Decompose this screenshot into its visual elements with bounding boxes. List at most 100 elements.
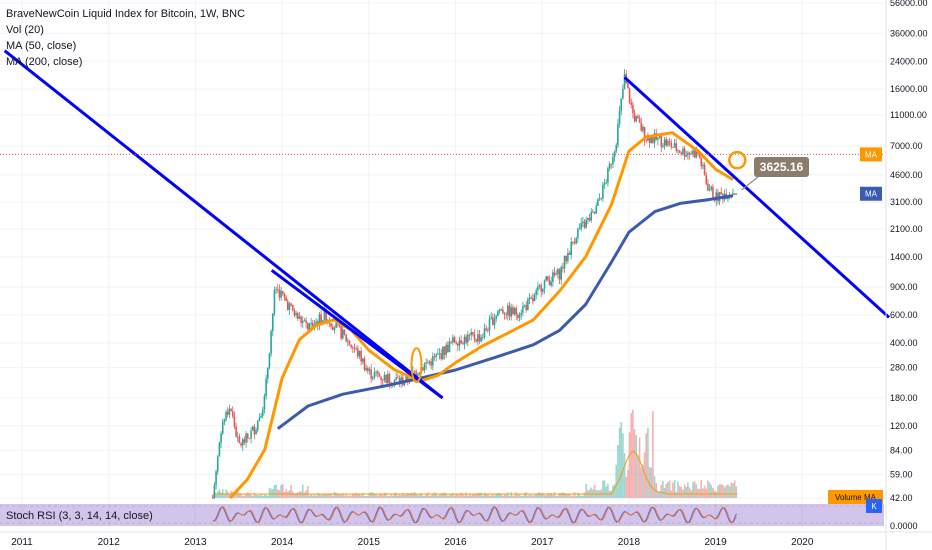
- volume-bar: [728, 486, 731, 498]
- volume-bar: [383, 492, 386, 498]
- volume-bar: [698, 488, 701, 498]
- volume-bar: [392, 495, 394, 498]
- volume-bar: [552, 494, 554, 498]
- candle-body: [537, 286, 539, 291]
- volume-bar: [488, 495, 491, 498]
- candle-body: [383, 374, 386, 381]
- candle-body: [587, 217, 589, 220]
- volume-bar: [315, 495, 317, 498]
- candle-body: [293, 310, 296, 316]
- candle-body: [543, 280, 546, 289]
- candle-body: [647, 135, 649, 141]
- candle-body: [473, 334, 476, 340]
- candle-body: [380, 376, 382, 380]
- volume-bar: [306, 486, 309, 498]
- candle-body: [527, 299, 529, 311]
- volume-bar: [482, 495, 484, 498]
- volume-bar: [283, 491, 286, 498]
- volume-bar: [638, 437, 641, 498]
- candle-body: [707, 183, 709, 191]
- candle-body: [670, 142, 673, 148]
- candle-body: [418, 372, 421, 375]
- volume-bar: [263, 494, 266, 498]
- candle-body: [331, 326, 334, 330]
- candle-body: [667, 141, 669, 146]
- volume-bar: [365, 495, 367, 498]
- volume-bar: [428, 495, 431, 498]
- candle-body: [253, 426, 256, 435]
- x-tick-label: 2014: [271, 537, 294, 548]
- volume-bar: [370, 492, 372, 498]
- volume-bar: [447, 495, 449, 498]
- volume-bar: [515, 492, 517, 498]
- volume-bar: [437, 495, 439, 498]
- candle-body: [665, 139, 668, 146]
- candle-body: [678, 150, 681, 153]
- x-tick-label: 2017: [531, 537, 554, 548]
- candle-body: [468, 334, 471, 336]
- volume-bar: [402, 492, 404, 498]
- volume-bar: [507, 492, 509, 498]
- volume-bar: [718, 484, 721, 498]
- volume-bar: [708, 482, 711, 498]
- volume-bar: [585, 484, 588, 498]
- volume-bar: [557, 495, 559, 498]
- candle-body: [580, 222, 583, 229]
- candle-body: [463, 336, 466, 345]
- price-tags: MA MA Volume MAK: [828, 147, 883, 513]
- candle-body: [323, 310, 326, 321]
- volume-bar: [460, 492, 462, 498]
- candle-body: [215, 471, 217, 485]
- candle-body: [607, 168, 609, 183]
- volume-bar: [377, 495, 379, 498]
- volume-bar: [340, 494, 342, 498]
- volume-bar: [490, 495, 492, 498]
- candle-body: [675, 143, 678, 151]
- volume-bar: [346, 495, 349, 498]
- volume-bar: [657, 491, 659, 498]
- candle-body: [417, 374, 419, 377]
- volume-bar: [390, 493, 392, 498]
- volume-bar: [675, 491, 678, 498]
- y-tick-label: 24000.00: [890, 56, 928, 66]
- candle-body: [512, 307, 514, 315]
- candle-body: [715, 192, 718, 201]
- volume-bar: [358, 494, 361, 498]
- candle-body: [412, 370, 414, 372]
- volume-bar: [590, 487, 593, 498]
- candle-body: [263, 395, 266, 410]
- price-callout-text: 3625.16: [760, 160, 804, 174]
- candle-body: [447, 344, 449, 353]
- volume-bar: [382, 495, 384, 498]
- volume-bar: [555, 495, 558, 498]
- volume-bar: [443, 492, 446, 498]
- volume-bar: [417, 495, 419, 498]
- candle-body: [482, 336, 484, 338]
- candle-body: [668, 141, 671, 143]
- candle-body: [395, 377, 397, 380]
- candle-body: [582, 221, 584, 223]
- volume-bar: [613, 484, 616, 498]
- candle-body: [615, 145, 618, 152]
- candle-body: [658, 136, 661, 138]
- volume-bar: [603, 480, 606, 498]
- candle-body: [645, 140, 648, 141]
- candle-body: [590, 212, 593, 221]
- candle-body: [595, 205, 598, 214]
- candle-body: [523, 305, 526, 307]
- candle-body: [510, 307, 512, 317]
- candle-body: [403, 382, 406, 386]
- volume-bar: [298, 491, 301, 498]
- volume-bar: [238, 494, 241, 498]
- candle-body: [270, 331, 272, 354]
- chart-legend: BraveNewCoin Liquid Index for Bitcoin, 1…: [6, 6, 245, 70]
- candle-body: [385, 374, 387, 384]
- chart-title: BraveNewCoin Liquid Index for Bitcoin, 1…: [6, 8, 246, 20]
- candle-body: [462, 343, 464, 345]
- candle-body: [250, 430, 252, 439]
- volume-bar: [260, 494, 262, 498]
- candle-body: [660, 136, 663, 147]
- volume-bar: [635, 435, 638, 498]
- volume-bar: [567, 494, 569, 498]
- volume-bar: [465, 492, 467, 498]
